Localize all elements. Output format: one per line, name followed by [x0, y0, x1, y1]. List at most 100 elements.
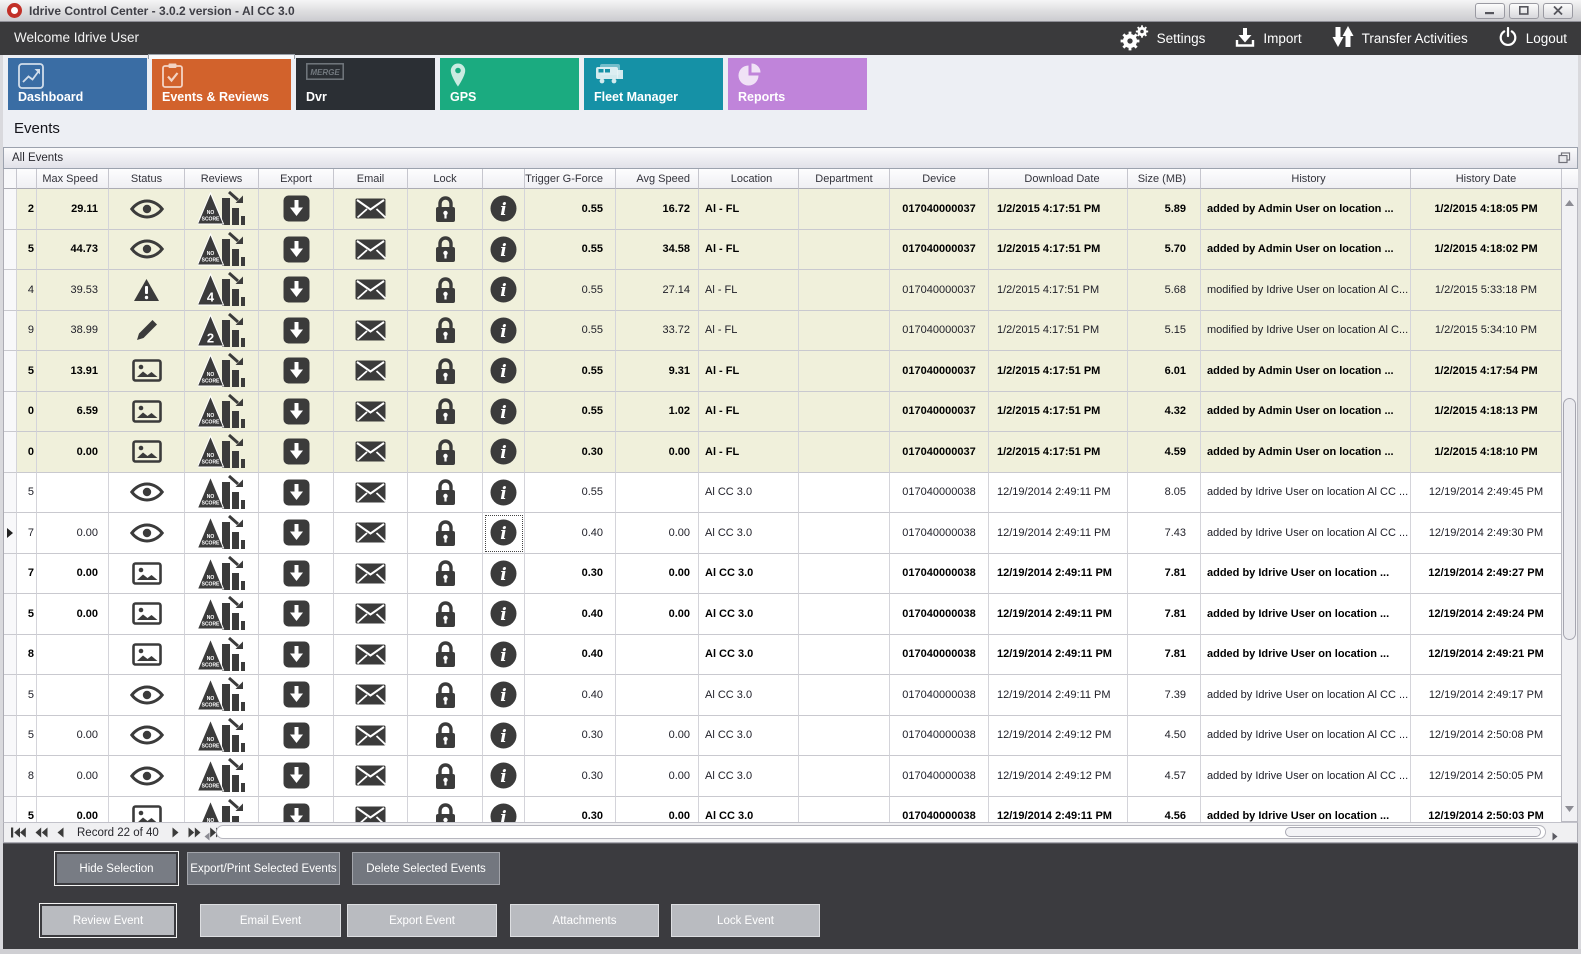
email-icon[interactable] — [334, 391, 408, 432]
column-header-lock[interactable]: Lock — [408, 169, 483, 189]
info-icon[interactable]: i — [483, 432, 525, 473]
email-icon[interactable] — [334, 432, 408, 473]
table-row[interactable]: 7 0.00 NO SCORE i 0.30 0.00 Al CC 3.0 0170400000… — [4, 553, 1561, 594]
hscroll-left-icon[interactable] — [204, 828, 210, 846]
hscroll-right-icon[interactable] — [1552, 828, 1558, 846]
export-icon[interactable] — [259, 715, 334, 756]
nav-prev-page-button[interactable] — [35, 827, 48, 838]
table-row[interactable]: 8 NO SCORE i 0.40 Al CC 3.0 017040000038 12/19/… — [4, 634, 1561, 675]
column-header-history_date[interactable]: History Date — [1411, 169, 1562, 189]
info-icon[interactable]: i — [483, 391, 525, 432]
table-row[interactable]: 5 13.91 NO SCORE i 0.55 9.31 Al - FL 01704000003… — [4, 351, 1561, 392]
column-header-max_speed[interactable]: Max Speed — [37, 169, 109, 189]
email-icon[interactable] — [334, 796, 408, 822]
export-icon[interactable] — [259, 432, 334, 473]
transfer-activities-button[interactable]: Transfer Activities — [1332, 26, 1468, 51]
close-button[interactable] — [1543, 3, 1573, 19]
table-row[interactable]: 4 39.53 4 i 0.55 27.14 Al - FL 017040000037 1/2/… — [4, 270, 1561, 311]
info-icon[interactable]: i — [483, 472, 525, 513]
lock-icon[interactable] — [408, 675, 483, 716]
email-icon[interactable] — [334, 756, 408, 797]
hide-selection-button[interactable]: Hide Selection — [54, 851, 179, 886]
review-score-icon[interactable]: 4 — [185, 270, 259, 311]
vertical-scrollbar[interactable] — [1561, 189, 1578, 822]
export-icon[interactable] — [259, 675, 334, 716]
export-icon[interactable] — [259, 634, 334, 675]
column-header-download_date[interactable]: Download Date — [989, 169, 1128, 189]
table-row[interactable]: 7 0.00 NO SCORE i 0.40 0.00 Al CC 3.0 0170400000… — [4, 513, 1561, 554]
lock-icon[interactable] — [408, 594, 483, 635]
email-icon[interactable] — [334, 634, 408, 675]
column-header-avg_speed[interactable]: Avg Speed — [616, 169, 699, 189]
column-header-device[interactable]: Device — [890, 169, 989, 189]
column-header-size_mb[interactable]: Size (MB) — [1128, 169, 1201, 189]
lock-event-button[interactable]: Lock Event — [671, 904, 820, 937]
column-header-trigger_g_force[interactable]: Trigger G-Force — [525, 169, 616, 189]
export-icon[interactable] — [259, 796, 334, 822]
minimize-button[interactable] — [1475, 3, 1505, 19]
lock-icon[interactable] — [408, 391, 483, 432]
scroll-down-icon[interactable] — [1565, 799, 1574, 817]
table-row[interactable]: 5 NO SCORE i 0.40 Al CC 3.0 017040000038 12/19/… — [4, 675, 1561, 716]
nav-next-page-button[interactable] — [188, 827, 201, 838]
table-row[interactable]: 5 44.73 NO SCORE i 0.55 34.58 Al - FL 0170400000… — [4, 229, 1561, 270]
tab-fleet-manager[interactable]: Fleet Manager — [584, 58, 723, 110]
export-icon[interactable] — [259, 351, 334, 392]
settings-button[interactable]: Settings — [1119, 24, 1205, 54]
info-icon[interactable]: i — [483, 229, 525, 270]
scroll-up-icon[interactable] — [1565, 193, 1574, 211]
column-header-history[interactable]: History — [1201, 169, 1411, 189]
vertical-scrollbar-thumb[interactable] — [1563, 398, 1576, 640]
info-icon[interactable]: i — [483, 553, 525, 594]
email-icon[interactable] — [334, 229, 408, 270]
column-header-info[interactable] — [483, 169, 525, 189]
table-row[interactable]: 9 38.99 2 i 0.55 33.72 Al - FL 017040000037 1/2/… — [4, 310, 1561, 351]
export-icon[interactable] — [259, 229, 334, 270]
lock-icon[interactable] — [408, 310, 483, 351]
info-icon[interactable]: i — [483, 270, 525, 311]
email-icon[interactable] — [334, 310, 408, 351]
column-header-reviews[interactable]: Reviews — [185, 169, 259, 189]
table-row[interactable]: 0 6.59 NO SCORE i 0.55 1.02 Al - FL 017040000037… — [4, 391, 1561, 432]
export-icon[interactable] — [259, 189, 334, 230]
info-icon[interactable]: i — [483, 715, 525, 756]
export-icon[interactable] — [259, 472, 334, 513]
email-icon[interactable] — [334, 351, 408, 392]
table-row[interactable]: 2 29.11 NO SCORE i 0.55 16.72 Al - FL 0170400000… — [4, 189, 1561, 230]
lock-icon[interactable] — [408, 351, 483, 392]
column-header-status[interactable]: Status — [109, 169, 185, 189]
export-print-selected-events-button[interactable]: Export/Print Selected Events — [187, 852, 340, 885]
export-icon[interactable] — [259, 270, 334, 311]
info-icon[interactable]: i — [483, 189, 525, 230]
export-icon[interactable] — [259, 594, 334, 635]
lock-icon[interactable] — [408, 189, 483, 230]
info-icon[interactable]: i — [483, 351, 525, 392]
table-row[interactable]: 5 NO SCORE i 0.55 Al CC 3.0 017040000038 12/19/… — [4, 472, 1561, 513]
email-icon[interactable] — [334, 472, 408, 513]
export-icon[interactable] — [259, 391, 334, 432]
export-icon[interactable] — [259, 310, 334, 351]
column-header-email[interactable]: Email — [334, 169, 408, 189]
export-icon[interactable] — [259, 553, 334, 594]
tab-dvr[interactable]: MERGE Dvr — [296, 58, 435, 110]
review-score-icon[interactable]: 2 — [185, 310, 259, 351]
horizontal-scrollbar-thumb[interactable] — [1285, 827, 1541, 837]
email-icon[interactable] — [334, 270, 408, 311]
email-icon[interactable] — [334, 594, 408, 635]
nav-first-button[interactable] — [10, 827, 26, 838]
email-icon[interactable] — [334, 553, 408, 594]
restore-panel-icon[interactable] — [1558, 152, 1571, 167]
